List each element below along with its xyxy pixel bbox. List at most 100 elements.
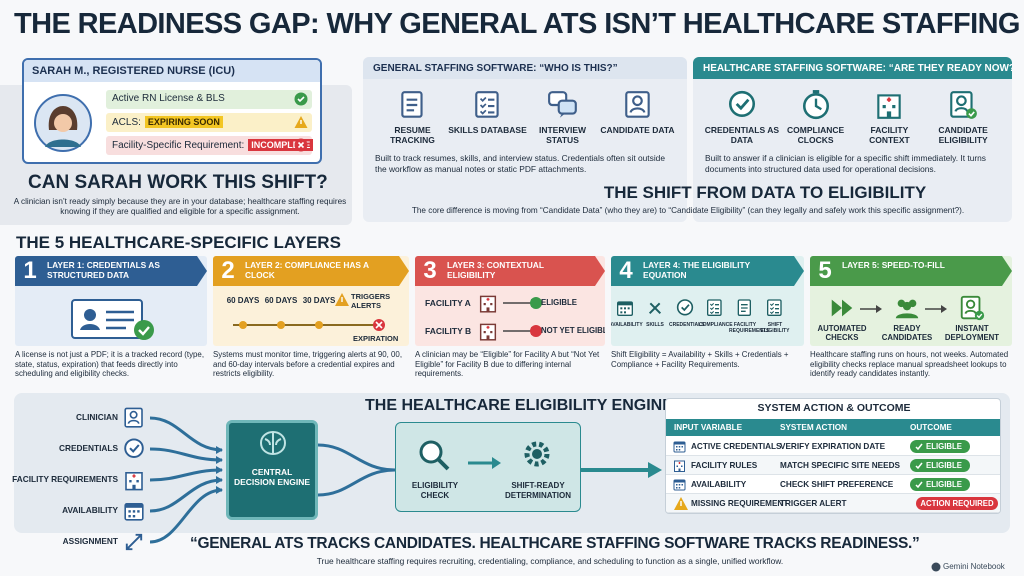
quote: “GENERAL ATS TRACKS CANDIDATES. HEALTHCA…	[190, 535, 920, 552]
table-cell: ACTIVE CREDENTIALS	[691, 442, 782, 451]
table-header: SYSTEM ACTION	[780, 423, 848, 432]
healthcare-box: HEALTHCARE STAFFING SOFTWARE: “ARE THEY …	[693, 57, 1012, 222]
flow-arrow	[925, 305, 947, 313]
layer-head: 1 LAYER 1: CREDENTIALS AS STRUCTURED DATA	[15, 256, 207, 286]
facility-status: ELIGIBLE	[541, 298, 577, 307]
table-cell: CHECK SHIFT PREFERENCE	[780, 480, 894, 489]
table-cell: MATCH SPECIFIC SITE NEEDS	[780, 461, 900, 470]
general-item: CANDIDATE DATA	[600, 125, 675, 135]
general-item: RESUME TRACKING	[390, 125, 435, 145]
layer-head: 4 LAYER 4: THE ELIGIBILITY EQUATION	[611, 256, 804, 286]
healthcare-item: FACILITY CONTEXT	[869, 125, 910, 145]
avatar	[34, 94, 92, 152]
layer-text: Healthcare staffing runs on hours, not w…	[810, 350, 1009, 379]
table-cell: TRIGGER ALERT	[780, 499, 847, 508]
table-cell: VERIFY EXPIRATION DATE	[780, 442, 886, 451]
general-text: Built to track resumes, skills, and inte…	[375, 153, 665, 174]
icon	[547, 91, 577, 118]
page-title: THE READINESS GAP: WHY GENERAL ATS ISN’T…	[14, 8, 1024, 40]
engine-core-label: CENTRAL DECISION ENGINE	[233, 467, 311, 487]
quote-subtext: True healthcare staffing requires recrui…	[316, 556, 784, 566]
engine-title: THE HEALTHCARE ELIGIBILITY ENGINE	[365, 397, 673, 414]
outcome-pill: ACTION REQUIRED	[916, 497, 998, 510]
step-arrow	[468, 457, 501, 469]
icon	[950, 91, 977, 119]
layer-card: 3 LAYER 3: CONTEXTUAL ELIGIBILITY FACILITY…	[415, 256, 605, 346]
general-item: SKILLS DATABASE	[448, 125, 527, 135]
layer-head: 2 LAYER 2: COMPLIANCE HAS A CLOCK	[213, 256, 409, 286]
gear-icon	[524, 441, 550, 467]
check-row: Facility-Specific Requirement: INCOMPLETE	[106, 136, 314, 155]
equation-label: SKILLS	[646, 322, 664, 328]
table-title: SYSTEM ACTION & OUTCOME	[757, 402, 911, 414]
outcome-pill: ELIGIBLE	[910, 440, 970, 453]
general-item: INTERVIEW STATUS	[538, 125, 587, 145]
search-icon	[419, 440, 450, 471]
general-title: GENERAL STAFFING SOFTWARE: “WHO IS THIS?…	[363, 57, 687, 79]
id-card	[71, 299, 154, 340]
equation-label: FACILITY REQUIREMENTS	[729, 322, 770, 334]
layer-card: 2 LAYER 2: COMPLIANCE HAS A CLOCK 60 DAYS 6…	[213, 256, 409, 346]
outcome-label: ACTION REQUIRED	[920, 499, 994, 508]
healthcare-item: COMPLIANCE CLOCKS	[787, 125, 845, 145]
layer-card: 5 LAYER 5: SPEED-TO-FILL AUTOMATED CHECKS R…	[810, 256, 1012, 346]
watermark: Gemini Notebook	[943, 562, 1005, 571]
layer-number: 1	[23, 257, 37, 284]
profile-name: SARAH M., REGISTERED NURSE (ICU)	[24, 60, 320, 82]
engine-input: CREDENTIALS	[58, 443, 118, 453]
layer-number: 2	[221, 257, 235, 284]
status-icon	[294, 116, 308, 128]
timeline-label: 60 DAYS	[226, 296, 260, 305]
layer-title: LAYER 5: SPEED-TO-FILL	[842, 260, 945, 270]
check-icon	[915, 462, 923, 470]
status-icon	[294, 138, 308, 152]
healthcare-item: CANDIDATE ELIGIBILITY	[938, 125, 988, 145]
engine-input: CLINICIAN	[76, 412, 118, 422]
layer-text: A clinician may be “Eligible” for Facili…	[415, 350, 600, 379]
equation-label: AVAILABILITY	[611, 322, 643, 328]
icon	[479, 323, 497, 341]
layer-head: 3 LAYER 3: CONTEXTUAL ELIGIBILITY	[415, 256, 605, 286]
facility-status: NOT YET ELIGIBLE	[541, 326, 605, 335]
icon	[831, 299, 853, 317]
timeline-label: EXPIRATION	[353, 334, 399, 343]
shift-title: THE SHIFT FROM DATA TO ELIGIBILITY	[603, 183, 927, 202]
alert-icon	[335, 293, 349, 306]
outcome-table: SYSTEM ACTION & OUTCOME INPUT VARIABLE SYS…	[665, 398, 1001, 514]
layer-title: LAYER 3: CONTEXTUAL ELIGIBILITY	[447, 260, 544, 280]
healthcare-item: CREDENTIALS AS DATA	[704, 125, 780, 145]
icon	[617, 301, 634, 317]
icon	[895, 299, 919, 319]
general-box: GENERAL STAFFING SOFTWARE: “WHO IS THIS?…	[363, 57, 687, 222]
icon	[673, 441, 686, 453]
layer-text: A license is not just a PDF; it is a tra…	[15, 350, 205, 379]
outcome-label: ELIGIBLE	[926, 461, 962, 470]
icon	[707, 299, 722, 317]
icon	[479, 295, 497, 313]
check-row: Active RN License & BLS	[106, 90, 312, 109]
flow-label: AUTOMATED CHECKS	[817, 324, 867, 342]
engine-input: ASSIGNMENT	[62, 536, 118, 546]
status-badge: EXPIRING SOON	[144, 116, 223, 128]
layer-head: 5 LAYER 5: SPEED-TO-FILL	[810, 256, 1012, 286]
timeline	[233, 319, 385, 331]
equation-label: SHIFT ELIGIBILITY	[760, 322, 790, 334]
healthcare-title: HEALTHCARE STAFFING SOFTWARE: “ARE THEY …	[693, 57, 1012, 79]
flow-label: INSTANT DEPLOYMENT	[944, 324, 1000, 342]
facility-label: FACILITY B	[425, 326, 472, 336]
icon	[728, 90, 755, 117]
check-label: Active RN License & BLS	[112, 93, 225, 104]
layer-text: Systems must monitor time, triggering al…	[213, 350, 403, 379]
check-icon	[915, 443, 923, 451]
question: CAN SARAH WORK THIS SHIFT?	[28, 172, 328, 193]
icon	[125, 533, 143, 551]
table-header-bg	[666, 419, 1000, 436]
layer-title: LAYER 1: CREDENTIALS AS STRUCTURED DATA	[47, 260, 160, 280]
check-icon	[915, 481, 923, 489]
layer-number: 3	[423, 257, 437, 284]
table-header: OUTCOME	[910, 423, 952, 432]
icon	[960, 295, 985, 321]
table-cell: AVAILABILITY	[691, 480, 747, 489]
watermark-icon	[931, 562, 941, 572]
icon	[400, 91, 423, 118]
